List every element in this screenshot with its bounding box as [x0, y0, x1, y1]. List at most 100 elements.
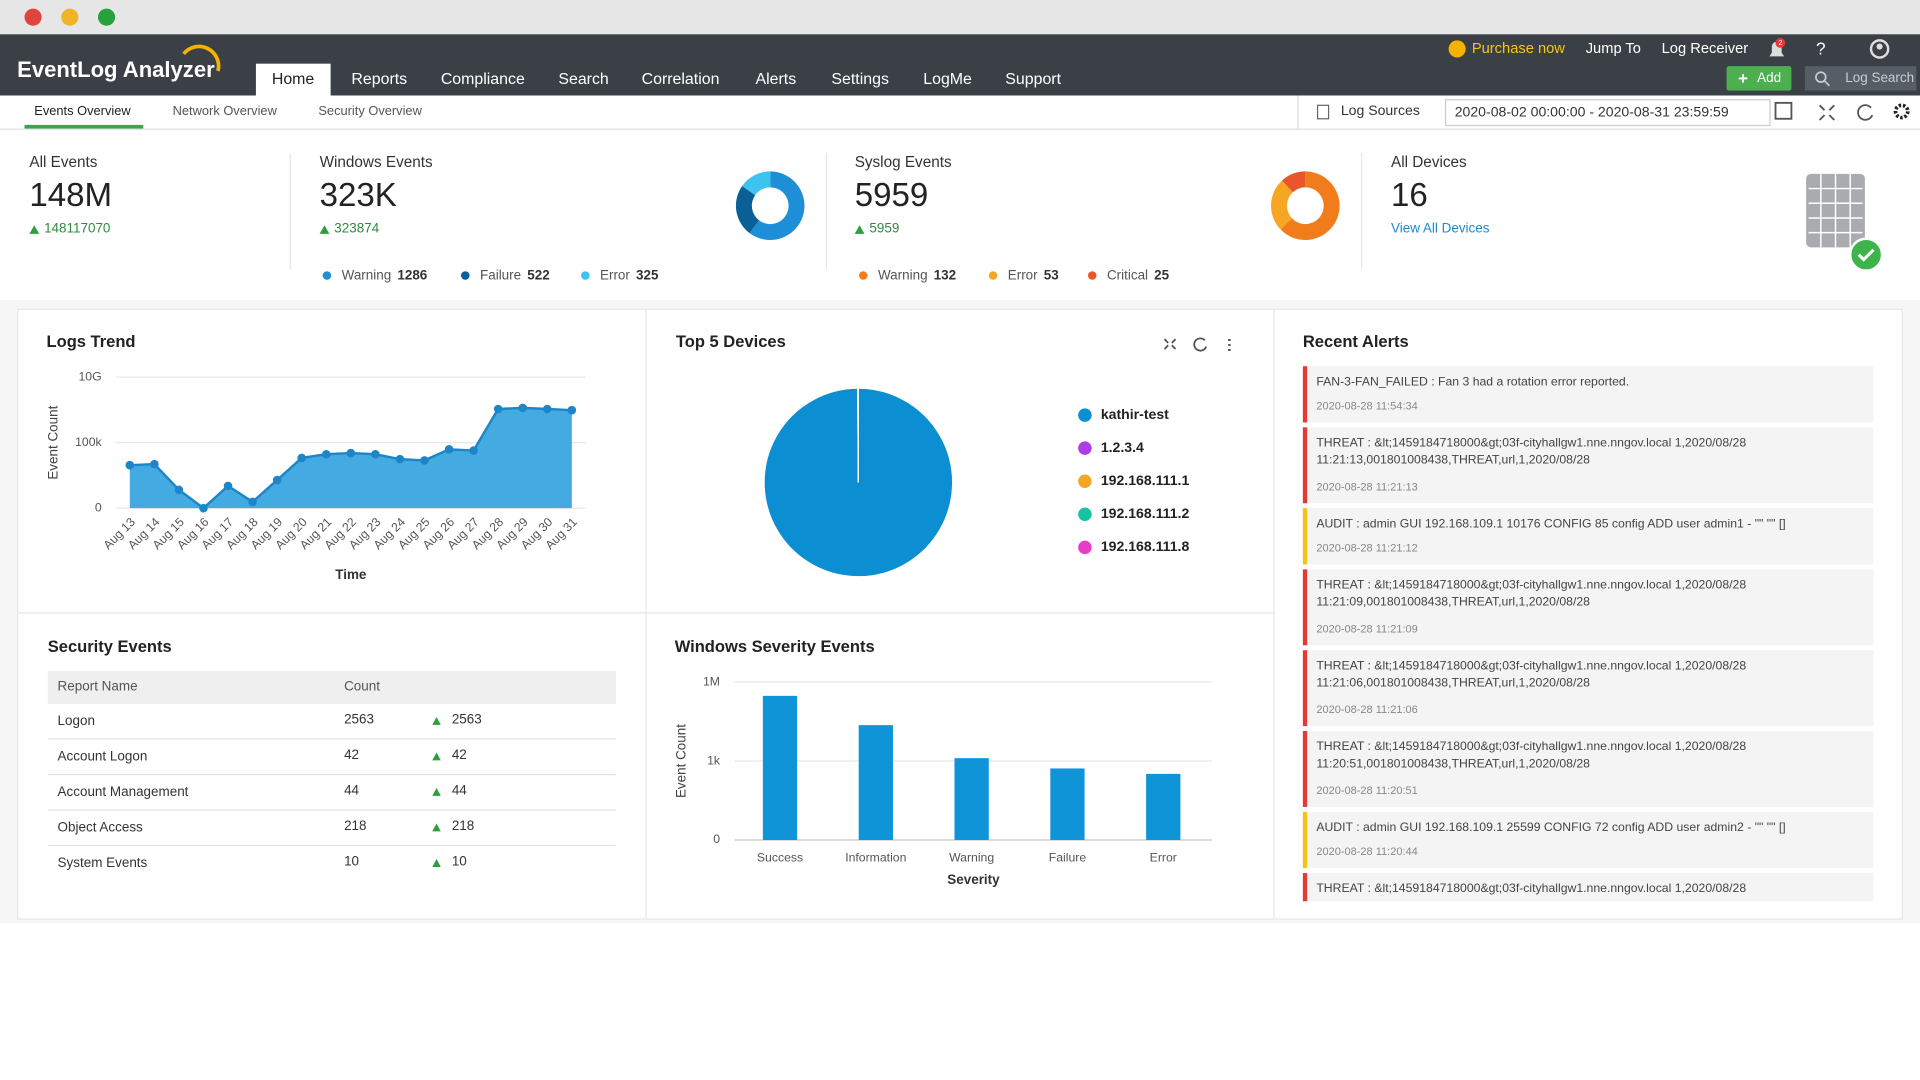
y-tick-label: 10G [79, 369, 102, 383]
card-value: 5959 [855, 177, 929, 214]
point [199, 503, 208, 513]
expand-icon[interactable] [1163, 338, 1177, 350]
alert-item[interactable] [1302, 569, 1874, 646]
nav-item[interactable]: Settings [831, 71, 889, 88]
donut-segment [1281, 171, 1306, 193]
search-icon-handle [1823, 80, 1830, 87]
alert-item[interactable] [1302, 508, 1874, 565]
alert-item[interactable] [1302, 811, 1874, 869]
alert-message: 11:20:51,001801008438,THREAT,url,1,2020/… [1316, 756, 1590, 770]
point [248, 497, 257, 507]
nav-item[interactable]: Reports [351, 71, 407, 88]
add-button[interactable] [1726, 66, 1792, 91]
nav-item[interactable]: Correlation [642, 71, 720, 88]
nav-item[interactable]: Search [558, 71, 608, 88]
legend-swatch [1087, 271, 1097, 280]
x-axis-title: Severity [947, 872, 1000, 887]
purchase-link[interactable]: Purchase now [1472, 41, 1565, 57]
legend-label: 192.168.111.2 [1101, 505, 1190, 521]
legend-label: 192.168.111.1 [1101, 472, 1190, 488]
search-box[interactable] [1804, 66, 1917, 91]
legend-swatch [1078, 507, 1092, 522]
alert-time: 2020-08-28 11:20:44 [1316, 846, 1417, 858]
card-value: 323K [320, 177, 397, 214]
refresh-icon[interactable] [1857, 104, 1874, 121]
legend-swatch [1078, 441, 1092, 455]
card-link[interactable]: View All Devices [1391, 221, 1490, 236]
legend-count: 53 [1044, 267, 1059, 282]
subnav-tab[interactable]: Events Overview [34, 103, 131, 118]
help-icon[interactable]: ? [1816, 39, 1826, 59]
minimize-button[interactable] [61, 8, 79, 26]
bar [954, 758, 989, 840]
alert-severity-bar [1302, 811, 1308, 869]
date-range[interactable]: 2020-08-02 00:00:00 - 2020-08-31 23:59:5… [1455, 103, 1729, 119]
y-tick-label: 0 [713, 832, 720, 846]
y-tick-label: 100k [75, 435, 102, 449]
search-placeholder[interactable]: Log Search [1845, 70, 1914, 85]
subnav-tab[interactable]: Network Overview [173, 103, 278, 118]
legend-label: Error [600, 267, 630, 282]
legend-item: Failure 522 [480, 267, 550, 282]
log-sources[interactable]: Log Sources [1341, 102, 1420, 118]
alert-item[interactable] [1302, 366, 1874, 423]
logo-swoosh [182, 44, 221, 72]
alert-time: 2020-08-28 11:21:12 [1316, 542, 1417, 554]
close-button[interactable] [24, 8, 42, 26]
point [469, 446, 478, 455]
panel-title: Recent Alerts [1303, 332, 1409, 351]
add-label[interactable]: Add [1757, 70, 1781, 85]
alert-item[interactable] [1302, 731, 1874, 807]
alert-item[interactable] [1302, 427, 1874, 504]
nav-item[interactable]: Support [1005, 71, 1061, 88]
card-title: All Events [29, 154, 97, 171]
point [174, 485, 184, 495]
nav-item[interactable]: Alerts [756, 71, 797, 88]
point [321, 449, 331, 459]
table-header-bg [47, 671, 616, 705]
maximize-button[interactable] [97, 8, 116, 26]
legend-label: 192.168.111.8 [1101, 538, 1190, 554]
chart-title: Windows Severity Events [675, 637, 875, 656]
x-tick-label: Information [845, 851, 906, 865]
alert-item[interactable] [1302, 650, 1874, 727]
table-cell: System Events [58, 855, 148, 870]
nav-item[interactable]: Compliance [441, 71, 525, 88]
alert-time: 2020-08-28 11:21:09 [1316, 623, 1417, 635]
refresh-icon[interactable] [1193, 337, 1207, 352]
alert-severity-bar [1302, 650, 1308, 727]
card-title: Windows Events [320, 154, 433, 171]
table-cell: Account Logon [58, 748, 148, 763]
user-icon[interactable] [1869, 39, 1890, 59]
date-range-box[interactable] [1444, 99, 1771, 127]
nav-item[interactable]: LogMe [923, 71, 972, 88]
subnav-tab[interactable]: Security Overview [318, 103, 422, 118]
chart-title: Top 5 Devices [676, 332, 786, 351]
jump-to[interactable]: Jump To [1586, 41, 1641, 57]
logo[interactable]: EventLog Analyzer [17, 57, 215, 82]
notification-count: 2 [1778, 38, 1782, 47]
table-header: Report Name [58, 679, 138, 694]
y-tick-label: 0 [95, 500, 102, 514]
legend-label: kathir-test [1101, 406, 1169, 422]
settings-icon[interactable] [1893, 103, 1910, 120]
legend-swatch [322, 271, 332, 280]
alert-item[interactable] [1302, 873, 1874, 929]
user-icon-head [1876, 43, 1883, 50]
fullscreen-icon[interactable] [1818, 104, 1835, 121]
card-value: 16 [1391, 177, 1428, 214]
area [129, 407, 572, 509]
point [567, 405, 577, 415]
point [223, 481, 233, 491]
table-cell: Logon [58, 713, 95, 728]
calendar-icon[interactable] [1774, 101, 1793, 120]
card-value: 148M [29, 177, 112, 214]
alert-message: THREAT : &lt;1459184718000&gt;03f-cityha… [1316, 739, 1746, 753]
bar [1146, 773, 1181, 840]
add-plus [1738, 74, 1748, 83]
purchase-icon [1448, 40, 1466, 58]
card-change: 5959 [869, 221, 899, 236]
log-receiver[interactable]: Log Receiver [1662, 41, 1749, 57]
x-tick-label: Success [757, 851, 803, 865]
nav-item[interactable]: Home [272, 71, 315, 88]
